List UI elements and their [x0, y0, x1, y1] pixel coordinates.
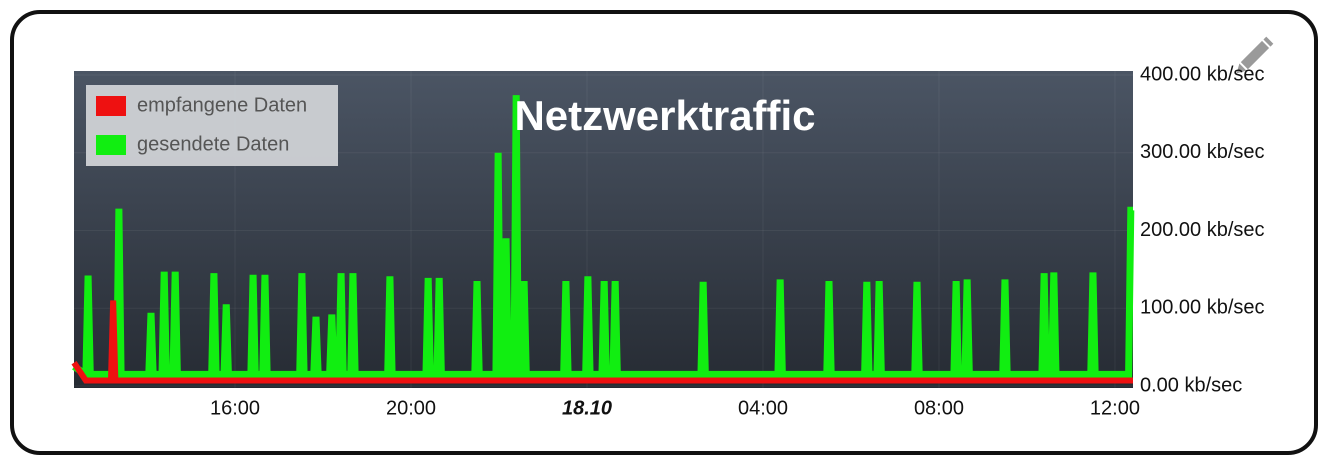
y-tick-label: 200.00 kb/sec [1140, 219, 1265, 241]
lines [71, 95, 1135, 384]
x-tick-label: 20:00 [386, 397, 436, 419]
series-line [72, 95, 1135, 381]
legend: empfangene Daten gesendete Daten [96, 94, 307, 155]
y-tick-label: 300.00 kb/sec [1140, 141, 1265, 163]
legend-label: gesendete Daten [137, 133, 289, 155]
chart-title: Netzwerktraffic [514, 92, 815, 139]
x-tick-label: 08:00 [914, 397, 964, 419]
edit-icon[interactable] [1233, 36, 1274, 77]
series-line [71, 300, 1133, 384]
x-tick-label: 12:00 [1090, 397, 1140, 419]
legend-swatch [96, 96, 126, 116]
axes: 0.00 kb/sec 100.00 kb/sec 200.00 kb/sec 300… [210, 63, 1265, 419]
x-tick-label: 04:00 [738, 397, 788, 419]
x-tick-label: 16:00 [210, 397, 260, 419]
y-tick-label: 0.00 kb/sec [1140, 374, 1242, 396]
x-tick-label: 18.10 [562, 397, 612, 419]
y-tick-label: 100.00 kb/sec [1140, 297, 1265, 319]
y-tick-label: 400.00 kb/sec [1140, 63, 1265, 85]
legend-label: empfangene Daten [137, 94, 307, 116]
legend-swatch [96, 135, 126, 155]
legend-box [86, 85, 338, 166]
